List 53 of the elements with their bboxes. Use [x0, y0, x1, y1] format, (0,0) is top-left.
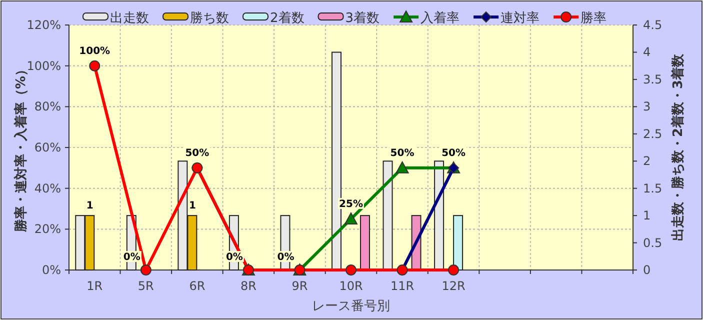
data-label: 25% [339, 198, 363, 210]
y-tick-label: 60% [34, 140, 61, 154]
legend-label: 3着数 [345, 10, 380, 26]
data-label: 0% [123, 252, 140, 263]
y2-tick-label: 0 [643, 263, 651, 277]
legend-label: 勝率 [580, 10, 607, 26]
y-tick-label: 100% [26, 58, 61, 73]
x-tick-label: 9R [292, 279, 308, 293]
x-tick-label: 5R [138, 279, 154, 293]
y-tick-label: 120% [26, 18, 61, 32]
y2-axis-title: 出走数・勝ち数・2着数・3着数 [670, 52, 686, 242]
point [344, 212, 358, 224]
data-label: 50% [185, 148, 210, 159]
data-label: 1 [86, 200, 94, 212]
point [140, 264, 152, 276]
y2-tick-label: 0.5 [643, 236, 662, 250]
data-label: 1 [188, 200, 196, 212]
x-tick-label: 8R [240, 279, 256, 293]
x-tick-label: 6R [189, 279, 206, 293]
y-axis-title: 勝率・連対率・入着率（%） [13, 62, 29, 234]
legend-label: 2着数 [270, 10, 304, 26]
data-label: 0% [226, 252, 243, 263]
y2-tick-label: 3.5 [643, 72, 662, 86]
legend-label: 出走数 [110, 11, 149, 26]
y2-tick-label: 1.5 [643, 181, 662, 196]
point [448, 264, 460, 276]
point [396, 161, 409, 174]
y2-tick-label: 2.5 [643, 126, 662, 141]
y2-tick-label: 1 [643, 208, 651, 223]
y-tick-label: 80% [34, 100, 61, 114]
x-tick-label: 1R [86, 279, 103, 293]
x-tick-label: 10R [339, 279, 363, 293]
legend-label: 勝ち数 [190, 11, 229, 26]
y-tick-label: 20% [34, 222, 61, 236]
bar [332, 52, 342, 270]
y2-tick-label: 4 [643, 45, 651, 60]
y2-tick-label: 2 [643, 154, 651, 168]
legend-label: 連対率 [500, 10, 540, 26]
data-label: 0% [277, 252, 294, 263]
x-tick-label: 11R [390, 279, 414, 293]
legend-label: 入着率 [420, 10, 460, 26]
data-label: 50% [442, 148, 466, 159]
point [89, 60, 100, 72]
bar [360, 215, 370, 270]
x-axis-title: レース番号別 [312, 299, 390, 314]
y-tick-label: 40% [34, 181, 61, 196]
bar [382, 160, 393, 270]
x-tick-label: 12R [442, 279, 466, 293]
y2-tick-label: 4.5 [643, 18, 662, 32]
y2-tick-label: 3 [643, 100, 651, 114]
data-label: 100% [79, 46, 110, 57]
y-tick-label: 0% [42, 263, 61, 277]
data-label: 50% [390, 148, 414, 159]
